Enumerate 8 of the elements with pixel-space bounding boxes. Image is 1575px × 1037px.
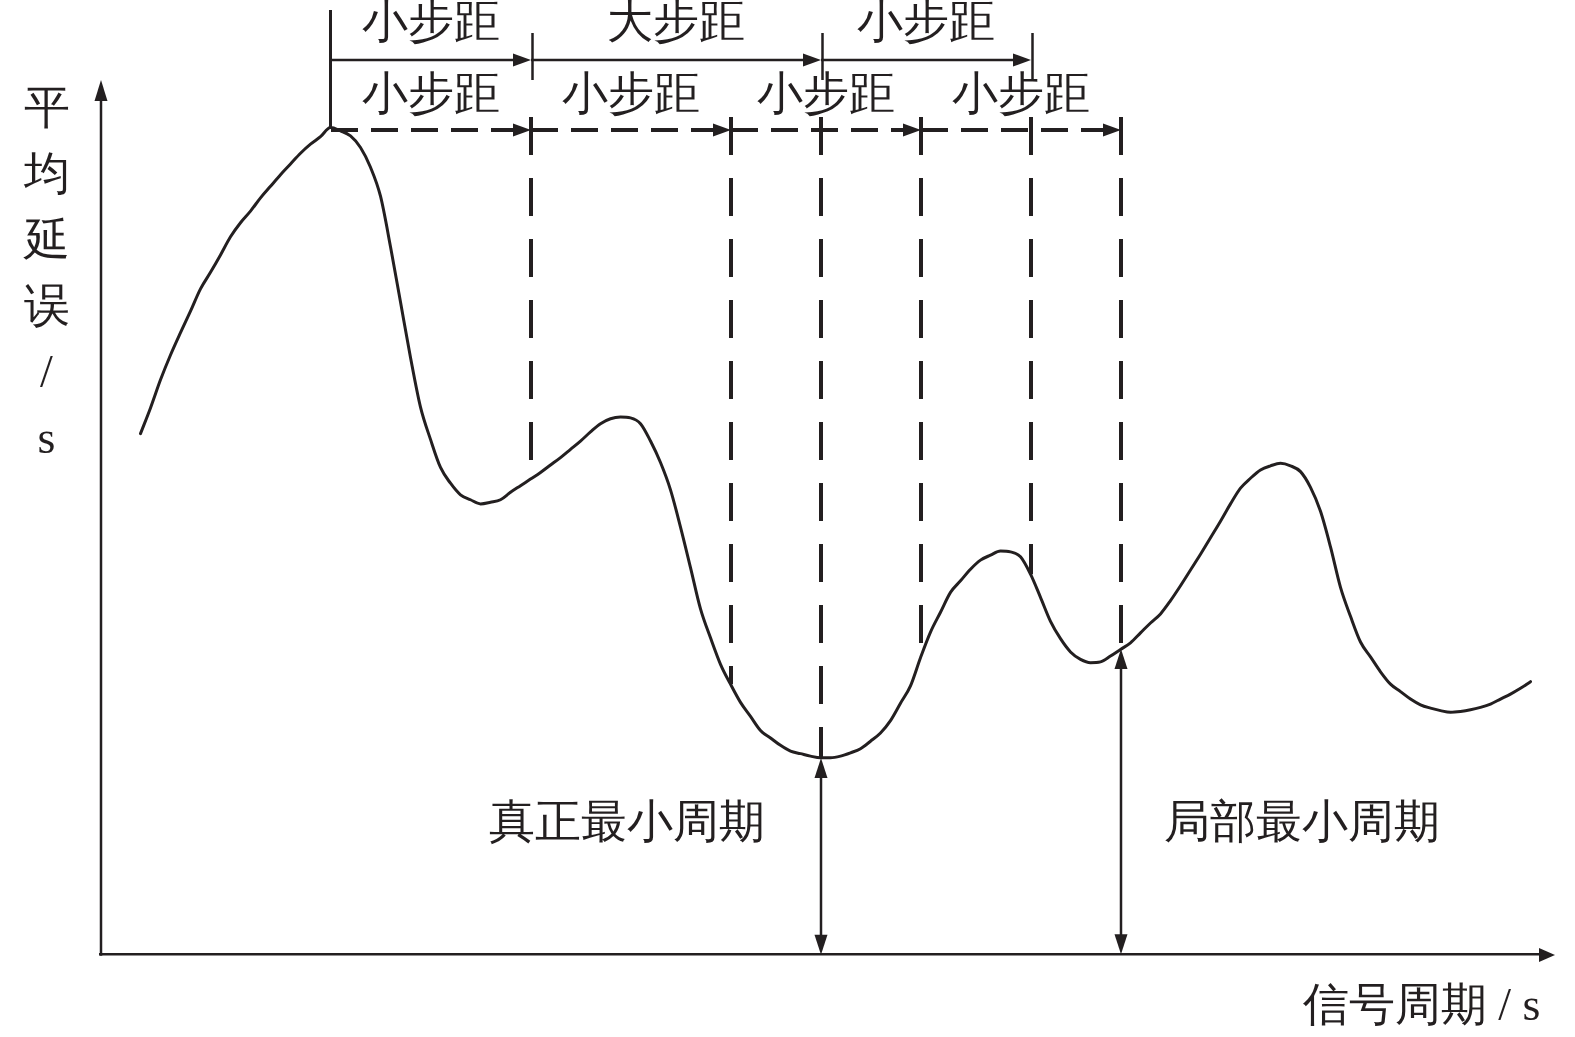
- annotation: 局部最小周期: [1163, 795, 1440, 847]
- text: 小步距: [951, 68, 1090, 120]
- x-axis-title: 信号周期 / s: [1302, 979, 1541, 1031]
- text: 小步距: [561, 68, 700, 120]
- annotation: 真正最小周期: [488, 795, 765, 847]
- text: 小步距: [756, 68, 895, 120]
- text: 小步距: [361, 68, 500, 120]
- y-axis-title: 平均延误 / s: [23, 81, 70, 465]
